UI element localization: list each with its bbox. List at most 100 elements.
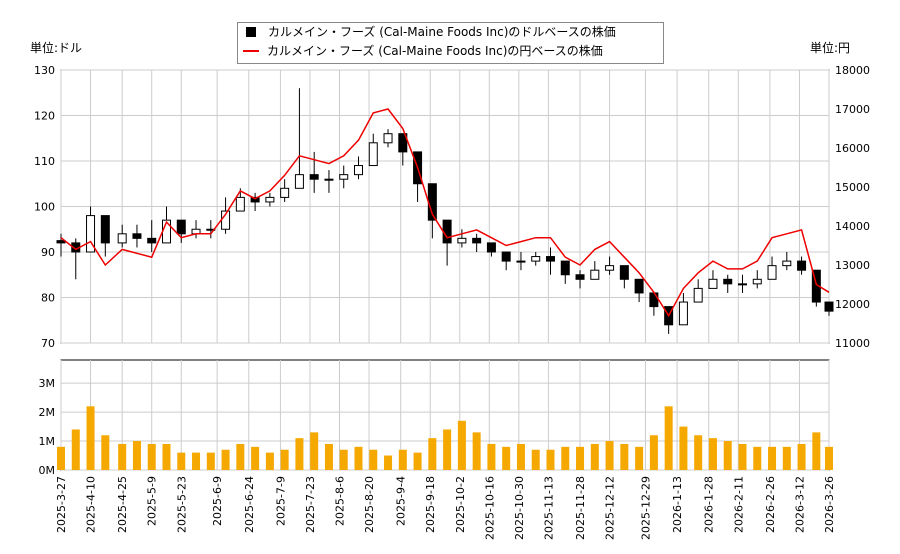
candle-body [824,301,834,312]
candle-body [649,292,659,308]
y-tick-right: 13000 [835,259,870,272]
candle-body [737,283,747,286]
y-tick-left: 80 [41,292,55,305]
candle-body [472,237,482,244]
volume-bar [428,438,437,470]
candle-body [309,174,319,180]
candle-body [132,233,142,239]
volume-bar [177,452,186,470]
red-line-icon [243,50,259,52]
candle-body [619,265,629,280]
candle-body [324,178,334,181]
candle-body [575,274,585,280]
black-square-icon [246,27,256,37]
volume-bar [132,441,141,470]
volume-bar [782,446,791,470]
x-tick-label: 2025-12-12 [604,476,617,540]
x-tick-label: 2025-4-25 [116,476,129,533]
volume-tick: 1M [39,435,56,448]
candle-body [560,260,570,276]
volume-bar [86,406,95,470]
candle-body [398,133,408,153]
y-tick-left: 120 [34,110,55,123]
candle-body [442,219,452,244]
volume-bar [206,452,215,470]
x-tick-label: 2026-3-26 [823,476,836,533]
volume-bar [457,420,466,470]
volume-bar [265,452,274,470]
volume-bar [694,435,703,470]
candle-body [294,174,304,189]
volume-bar [310,432,319,470]
candle-body [86,215,96,253]
candle-body [516,260,526,263]
candle-body [531,256,541,262]
x-tick-label: 2025-8-6 [334,476,347,526]
volume-bar [57,446,65,470]
y-tick-right: 11000 [835,337,870,350]
x-tick-label: 2025-10-30 [513,476,526,540]
y-tick-right: 17000 [835,103,870,116]
volume-bar [635,446,644,470]
volume-bar [354,446,363,470]
volume-bar [280,449,289,470]
volume-bar [812,432,821,470]
y-tick-right: 15000 [835,181,870,194]
volume-bar [708,438,717,470]
candle-body [545,256,555,262]
volume-bar [339,449,348,470]
candle-body [605,265,615,271]
x-tick-label: 2025-11-28 [574,476,587,540]
candle-body [752,278,762,285]
x-tick-label: 2025-9-4 [395,476,408,526]
candle-body [590,269,600,280]
x-tick-label: 2026-3-12 [793,476,806,533]
candle-body [147,237,157,244]
volume-bar [101,435,110,470]
right-unit-label: 単位:円 [810,41,851,55]
volume-bar [590,443,599,470]
volume-bar [398,449,407,470]
volume-bar [768,446,777,470]
x-tick-label: 2025-8-20 [363,476,376,533]
volume-bar [369,449,378,470]
x-tick-label: 2025-11-13 [542,476,555,540]
volume-tick: 0M [39,464,56,477]
volume-bar [753,446,762,470]
candle-body [782,260,792,267]
candle-body [383,133,393,144]
volume-bar [472,432,481,470]
candle-body [100,215,110,244]
volume-bar [384,455,393,470]
volume-bar [649,435,658,470]
candle-body [693,287,703,303]
x-tick-label: 2026-2-11 [732,476,745,533]
volume-bar [71,429,80,470]
x-tick-label: 2025-12-29 [639,476,652,540]
x-tick-label: 2025-3-27 [55,476,68,533]
x-tick-label: 2025-10-16 [483,476,496,540]
candle-body [457,237,467,244]
volume-bar [295,438,304,470]
x-tick-label: 2025-9-18 [424,476,437,533]
volume-bar [723,441,732,470]
volume-bar [576,446,585,470]
legend-item-jpy: カルメイン・フーズ (Cal-Maine Foods Inc)の円ベースの株価 [238,42,663,61]
volume-bar [192,452,201,470]
legend-item-usd: カルメイン・フーズ (Cal-Maine Foods Inc)のドルベースの株価 [238,23,663,42]
volume-bar [118,443,127,470]
left-unit-label: 単位:ドル [30,41,83,55]
y-tick-right: 14000 [835,220,870,233]
candle-body [678,301,688,326]
volume-bar [605,441,614,470]
candle-body [486,242,496,253]
candle-body [280,187,290,198]
candle-body [767,265,777,280]
y-tick-left: 110 [34,155,55,168]
volume-bar [502,446,511,470]
volume-bar [531,449,540,470]
candle-body [235,196,245,212]
candle-body [56,240,66,244]
